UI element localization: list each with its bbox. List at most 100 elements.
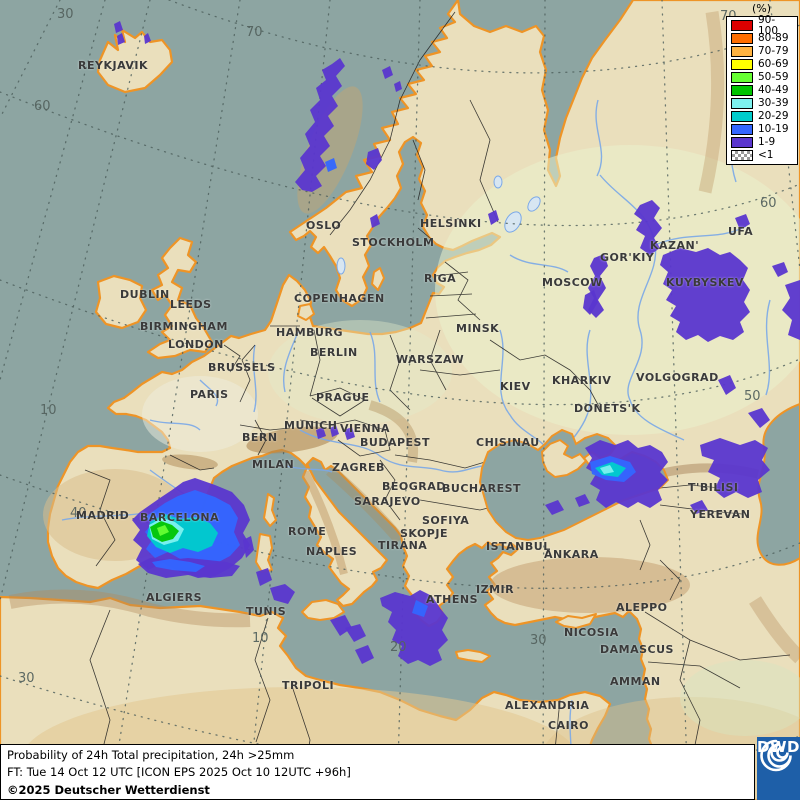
city-label: COPENHAGEN bbox=[294, 292, 385, 305]
lake-layer bbox=[336, 175, 541, 275]
legend-row: 80-89 bbox=[731, 32, 794, 45]
ireland bbox=[94, 274, 148, 330]
city-label: BERN bbox=[242, 431, 278, 444]
city-label: MINSK bbox=[456, 322, 500, 335]
city-label: BARCELONA bbox=[140, 511, 220, 524]
legend: (%) 90-100 80-89 70-79 60-69 50-59 40-49 30-39… bbox=[726, 2, 798, 166]
info-bar: Probability of 24h Total precipitation, … bbox=[0, 744, 755, 800]
forecast-time: FT: Tue 14 Oct 12 UTC [ICON EPS 2025 Oct… bbox=[7, 765, 351, 780]
legend-label: 80-89 bbox=[758, 32, 789, 45]
legend-row: 1-9 bbox=[731, 136, 794, 149]
city-label: ROME bbox=[288, 525, 327, 538]
legend-swatch bbox=[731, 124, 753, 136]
city-label: KAZAN' bbox=[650, 239, 700, 252]
city-label: NAPLES bbox=[306, 545, 358, 558]
city-label: BUCHAREST bbox=[442, 482, 522, 495]
legend-rows: 90-100 80-89 70-79 60-69 50-59 40-49 30-39 20-2… bbox=[726, 14, 798, 166]
legend-label: 70-79 bbox=[758, 45, 789, 58]
city-label: BERLIN bbox=[310, 346, 358, 359]
city-label: DUBLIN bbox=[120, 288, 170, 301]
legend-swatch bbox=[731, 33, 753, 45]
legend-label: 90-100 bbox=[758, 14, 779, 37]
city-label: OSLO bbox=[306, 219, 342, 232]
legend-label: 60-69 bbox=[758, 58, 789, 71]
city-label: REYKJAVIK bbox=[78, 59, 148, 72]
legend-swatch bbox=[731, 72, 753, 84]
legend-label: 1-9 bbox=[758, 136, 776, 149]
island-layer bbox=[255, 267, 597, 663]
city-label: BRUSSELS bbox=[208, 361, 276, 374]
city-label: ALEXANDRIA bbox=[505, 699, 590, 712]
legend-swatch bbox=[731, 98, 753, 110]
city-label: BEOGRAD bbox=[382, 480, 446, 493]
sicily bbox=[301, 599, 345, 621]
legend-swatch bbox=[731, 85, 753, 97]
legend-swatch bbox=[731, 137, 753, 149]
legend-row: 10-19 bbox=[731, 124, 794, 136]
graticule-label: 10 bbox=[40, 403, 57, 418]
crimea bbox=[541, 439, 587, 478]
graticule-label: 40 bbox=[70, 506, 87, 521]
city-label: KUYBYSKEV bbox=[666, 276, 744, 289]
city-label: VIENNA bbox=[340, 422, 391, 435]
city-label: MADRID bbox=[76, 509, 130, 522]
graticule-label: 30 bbox=[57, 7, 74, 22]
crete bbox=[455, 649, 491, 663]
legend-label: <1 bbox=[758, 149, 774, 162]
graticule-label: 70 bbox=[246, 25, 263, 40]
legend-swatch bbox=[731, 20, 753, 32]
legend-label: 30-39 bbox=[758, 97, 789, 110]
precip-layer bbox=[114, 21, 800, 666]
graticule-label: 10 bbox=[252, 631, 269, 646]
legend-label: 20-29 bbox=[758, 110, 789, 123]
legend-row: 20-29 bbox=[731, 110, 794, 123]
city-label: HELSINKI bbox=[420, 217, 482, 230]
city-label: DONETS'K bbox=[574, 402, 641, 415]
city-label: WARSZAW bbox=[396, 353, 465, 366]
city-label: DAMASCUS bbox=[600, 643, 674, 656]
city-label: TUNIS bbox=[246, 605, 287, 618]
city-label: MILAN bbox=[252, 458, 295, 471]
city-label: MUNICH bbox=[284, 419, 338, 432]
city-label: ALEPPO bbox=[616, 601, 668, 614]
city-label: TIRANA bbox=[378, 539, 428, 552]
city-label: GOR'KIY bbox=[600, 251, 655, 264]
graticule-label: 50 bbox=[744, 389, 761, 404]
city-label: YEREVAN bbox=[690, 508, 751, 521]
city-label: RIGA bbox=[424, 272, 457, 285]
city-label: ANKARA bbox=[544, 548, 599, 561]
city-label: ISTANBUL bbox=[486, 540, 551, 553]
great-britain bbox=[146, 236, 214, 360]
legend-swatch bbox=[731, 111, 753, 123]
legend-row: 30-39 bbox=[731, 97, 794, 110]
city-label: LONDON bbox=[168, 338, 224, 351]
city-label: T'BILISI bbox=[688, 481, 739, 494]
city-label: BUDAPEST bbox=[360, 436, 430, 449]
city-label: SKOPJE bbox=[400, 527, 448, 540]
legend-row: 70-79 bbox=[731, 45, 794, 58]
city-label: VOLGOGRAD bbox=[636, 371, 719, 384]
city-label: PARIS bbox=[190, 388, 229, 401]
cyprus bbox=[555, 613, 597, 629]
city-label: IZMIR bbox=[476, 583, 515, 596]
legend-swatch bbox=[731, 150, 753, 162]
gotland bbox=[371, 267, 385, 291]
city-label: CHISINAU bbox=[476, 436, 540, 449]
caspian-sea bbox=[756, 402, 800, 566]
legend-row: 50-59 bbox=[731, 71, 794, 84]
dwd-logo: DWD bbox=[757, 737, 800, 800]
dwd-spiral-icon bbox=[760, 739, 792, 772]
legend-label: 50-59 bbox=[758, 71, 789, 84]
city-label: SOFIYA bbox=[422, 514, 470, 527]
city-label: HAMBURG bbox=[276, 326, 343, 339]
zealand bbox=[297, 303, 315, 321]
city-label: TRIPOLI bbox=[282, 679, 335, 692]
graticule-label: 60 bbox=[760, 196, 777, 211]
city-label: AMMAN bbox=[610, 675, 661, 688]
legend-row: <1 bbox=[731, 149, 794, 162]
city-label: ALGIERS bbox=[146, 591, 203, 604]
city-label: BIRMINGHAM bbox=[140, 320, 228, 333]
graticule-label: 30 bbox=[18, 671, 35, 686]
map-title: Probability of 24h Total precipitation, … bbox=[7, 748, 295, 762]
